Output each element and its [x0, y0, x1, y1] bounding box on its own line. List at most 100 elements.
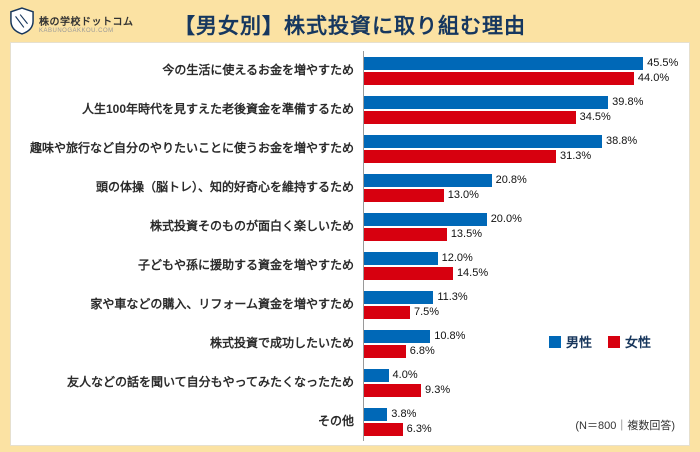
chart-row: その他 3.8% 6.3%: [11, 402, 683, 441]
bar-value-label: 4.0%: [392, 369, 418, 381]
category-label: 家や車などの購入、リフォーム資金を増やすため: [90, 296, 354, 311]
bar-value-label: 45.5%: [647, 57, 679, 69]
bar-group: 20.8% 13.0%: [363, 168, 683, 207]
shield-logo-icon: [10, 7, 34, 40]
chart-row: 子どもや孫に援助する資金を増やすため 12.0% 14.5%: [11, 246, 683, 285]
bar-line: 31.3%: [364, 149, 683, 163]
chart-row: 今の生活に使えるお金を増やすため 45.5% 44.0%: [11, 51, 683, 90]
bar-male: [364, 290, 434, 304]
legend-label-male: 男性: [565, 335, 592, 350]
bar-line: 38.8%: [364, 134, 683, 148]
bar-female: [364, 266, 453, 280]
bar-value-label: 44.0%: [637, 72, 670, 84]
logo-title: 株の学校ドットコム: [39, 17, 134, 28]
bar-group: 12.0% 14.5%: [363, 246, 683, 285]
bar-male: [364, 407, 388, 421]
bar-male: [364, 173, 492, 187]
category-label: 友人などの話を聞いて自分もやってみたくなったため: [66, 374, 354, 389]
chart-row: 人生100年時代を見すえた老後資金を準備するため 39.8% 34.5%: [11, 90, 683, 129]
legend-item-female: 女性: [607, 332, 651, 351]
bar-value-label: 6.3%: [406, 423, 432, 435]
bar-male: [364, 329, 431, 343]
bar-line: 12.0%: [364, 251, 683, 265]
bar-value-label: 31.3%: [560, 150, 592, 162]
category-label: 株式投資で成功したいため: [209, 335, 354, 350]
bar-group: 3.8% 6.3%: [363, 402, 683, 441]
chart-row: 友人などの話を聞いて自分もやってみたくなったため 4.0% 9.3%: [11, 363, 683, 402]
bar-female: [364, 344, 406, 358]
logo-subtitle: KABUNOGAKKOU.COM: [39, 28, 114, 34]
bar-group: 45.5% 44.0%: [363, 51, 683, 90]
bar-value-label: 12.0%: [441, 252, 473, 264]
bar-value-label: 10.8%: [434, 330, 466, 342]
bar-value-label: 13.0%: [447, 189, 479, 201]
bar-line: 14.5%: [364, 266, 683, 280]
bar-line: 3.8%: [364, 407, 683, 421]
bar-line: 4.0%: [364, 368, 683, 382]
category-label: 株式投資そのものが面白く楽しいため: [149, 218, 354, 233]
bar-line: 45.5%: [364, 56, 683, 70]
site-logo: 株の学校ドットコム KABUNOGAKKOU.COM: [10, 7, 134, 40]
chart-panel: 今の生活に使えるお金を増やすため 45.5% 44.0% 人生100年時代を見すえた老…: [10, 42, 690, 446]
chart-row: 家や車などの購入、リフォーム資金を増やすため 11.3% 7.5%: [11, 285, 683, 324]
chart-legend: 男性 女性: [548, 332, 651, 351]
bar-group: 39.8% 34.5%: [363, 90, 683, 129]
category-label: 趣味や旅行など自分のやりたいことに使うお金を増やすため: [29, 140, 354, 155]
bar-value-label: 9.3%: [425, 384, 451, 396]
bar-line: 6.3%: [364, 422, 683, 436]
bar-line: 9.3%: [364, 383, 683, 397]
bar-male: [364, 212, 487, 226]
category-label: 子どもや孫に援助する資金を増やすため: [137, 257, 354, 272]
bar-male: [364, 95, 609, 109]
bar-female: [364, 305, 410, 319]
chart-row: 株式投資で成功したいため 10.8% 6.8%: [11, 324, 683, 363]
bar-group: 4.0% 9.3%: [363, 363, 683, 402]
bar-female: [364, 422, 403, 436]
bar-value-label: 38.8%: [606, 135, 638, 147]
bar-female: [364, 227, 447, 241]
category-label: 今の生活に使えるお金を増やすため: [162, 62, 354, 77]
page-title: 【男女別】株式投資に取り組む理由: [174, 15, 526, 38]
chart-row: 趣味や旅行など自分のやりたいことに使うお金を増やすため 38.8% 31.3%: [11, 129, 683, 168]
bar-value-label: 13.5%: [450, 228, 483, 240]
bar-female: [364, 71, 634, 85]
bar-male: [364, 56, 644, 70]
bar-female: [364, 188, 444, 202]
bar-value-label: 34.5%: [579, 111, 611, 123]
bar-group: 11.3% 7.5%: [363, 285, 683, 324]
bar-value-label: 11.3%: [437, 291, 468, 303]
bar-line: 6.8%: [364, 344, 683, 358]
bar-line: 10.8%: [364, 329, 683, 343]
bar-female: [364, 149, 556, 163]
bar-line: 7.5%: [364, 305, 683, 319]
sample-size-note: (N＝800｜複数回答): [575, 417, 675, 433]
bar-line: 13.0%: [364, 188, 683, 202]
bar-value-label: 39.8%: [612, 96, 644, 108]
bar-female: [364, 110, 576, 124]
bar-line: 20.0%: [364, 212, 683, 226]
category-label: その他: [317, 413, 354, 428]
bar-value-label: 7.5%: [414, 306, 440, 318]
bar-group: 10.8% 6.8%: [363, 324, 683, 363]
bar-value-label: 3.8%: [391, 408, 417, 420]
bar-line: 44.0%: [364, 71, 683, 85]
bar-line: 20.8%: [364, 173, 683, 187]
legend-label-female: 女性: [624, 335, 651, 350]
bar-line: 13.5%: [364, 227, 683, 241]
bar-male: [364, 134, 603, 148]
female-color-swatch: [607, 335, 620, 348]
bar-line: 11.3%: [364, 290, 683, 304]
bar-value-label: 20.8%: [495, 174, 527, 186]
bar-value-label: 14.5%: [456, 267, 489, 279]
male-color-swatch: [548, 335, 561, 348]
category-label: 人生100年時代を見すえた老後資金を準備するため: [81, 101, 354, 116]
bar-value-label: 6.8%: [409, 345, 435, 357]
category-label: 頭の体操（脳トレ）、知的好奇心を維持するため: [95, 179, 354, 194]
bar-line: 39.8%: [364, 95, 683, 109]
bar-male: [364, 368, 389, 382]
chart-row: 株式投資そのものが面白く楽しいため 20.0% 13.5%: [11, 207, 683, 246]
bar-group: 20.0% 13.5%: [363, 207, 683, 246]
bar-male: [364, 251, 438, 265]
legend-item-male: 男性: [548, 332, 592, 351]
